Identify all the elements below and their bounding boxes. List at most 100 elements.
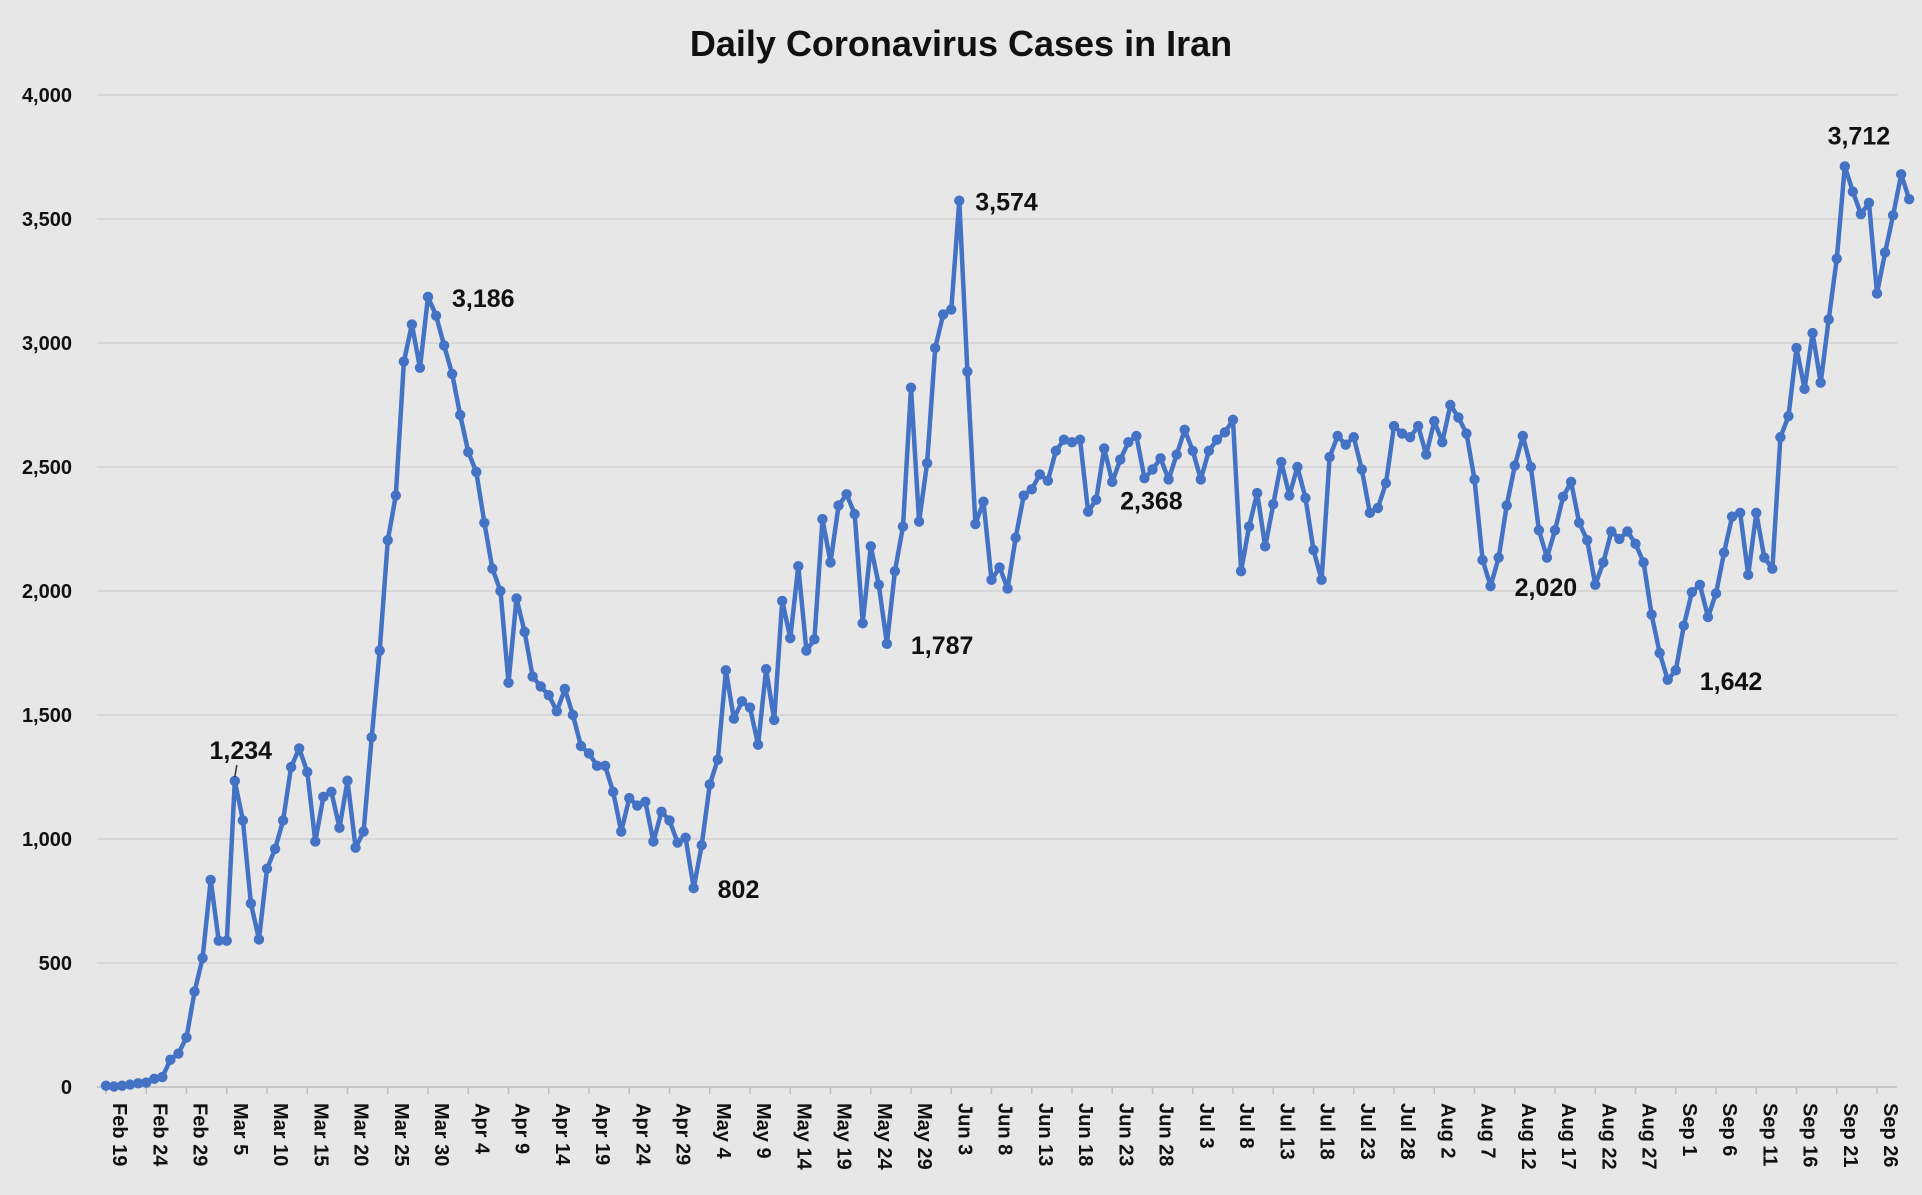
- data-point: [1243, 521, 1255, 532]
- x-tick-label: Jul 3: [1195, 1103, 1217, 1149]
- data-point: [1767, 563, 1778, 574]
- data-point: [527, 671, 538, 682]
- data-point: [1847, 186, 1859, 197]
- y-tick-label: 0: [61, 1077, 72, 1099]
- data-label-leader: [234, 764, 238, 778]
- data-point: [889, 565, 901, 577]
- data-point: [1340, 439, 1351, 450]
- data-point: [1034, 469, 1046, 480]
- data-point: [1541, 552, 1553, 563]
- data-point: [1525, 461, 1537, 473]
- data-point: [455, 409, 466, 421]
- data-point: [1493, 552, 1504, 563]
- data-point: [1018, 490, 1029, 501]
- data-point: [921, 458, 933, 469]
- data-point: [1099, 443, 1110, 454]
- x-tick-label: Apr 19: [591, 1103, 613, 1165]
- data-point: [382, 534, 393, 546]
- data-point: [881, 638, 893, 650]
- data-point: [1131, 430, 1142, 442]
- data-point: [1630, 538, 1641, 550]
- data-point: [736, 696, 748, 707]
- data-point: [1718, 547, 1730, 558]
- data-point: [318, 791, 329, 803]
- data-point: [962, 366, 973, 377]
- x-tick-label: Sep 21: [1839, 1103, 1861, 1167]
- data-point: [1251, 487, 1263, 499]
- data-point: [1485, 580, 1496, 592]
- data-point: [342, 775, 353, 786]
- x-tick-label: Jun 13: [1034, 1103, 1056, 1166]
- data-point: [1050, 445, 1062, 457]
- chart-title: Daily Coronavirus Cases in Iran: [690, 23, 1232, 64]
- data-point: [1614, 533, 1625, 545]
- data-point: [865, 541, 876, 552]
- data-point: [760, 663, 772, 675]
- x-tick-label: Jun 23: [1114, 1103, 1136, 1166]
- x-tick-label: Mar 20: [350, 1103, 372, 1166]
- x-tick-label: Jul 18: [1316, 1103, 1338, 1160]
- x-tick-label: Apr 24: [631, 1103, 653, 1166]
- data-point: [1107, 476, 1118, 488]
- x-tick-label: Jun 3: [953, 1103, 975, 1155]
- data-point: [334, 822, 345, 834]
- data-point: [1501, 500, 1512, 511]
- data-points: [100, 161, 1915, 1092]
- data-point: [1203, 445, 1215, 457]
- data-point: [1115, 454, 1126, 465]
- data-point: [100, 1080, 112, 1091]
- data-point: [446, 368, 458, 380]
- data-point: [656, 806, 667, 817]
- data-point: [1123, 437, 1134, 448]
- data-point: [495, 585, 506, 597]
- data-point: [1421, 449, 1432, 460]
- data-point: [1573, 517, 1585, 528]
- data-point: [1324, 451, 1335, 463]
- x-tick-label: May 4: [712, 1103, 734, 1159]
- data-point: [1477, 554, 1488, 566]
- x-tick-label: Aug 22: [1597, 1103, 1619, 1170]
- data-point: [1823, 314, 1834, 325]
- data-point: [277, 815, 289, 826]
- data-point: [680, 832, 691, 843]
- x-tick-label: Feb 29: [189, 1103, 211, 1166]
- data-point: [616, 826, 627, 837]
- data-point: [978, 496, 989, 507]
- data-point: [189, 986, 200, 997]
- data-label: 2,368: [1120, 488, 1183, 516]
- data-point: [1743, 569, 1754, 581]
- x-tick-label: Feb 24: [148, 1103, 170, 1167]
- data-point: [1155, 453, 1166, 464]
- data-point: [744, 702, 756, 713]
- data-point: [1461, 428, 1472, 439]
- data-label: 802: [718, 876, 760, 904]
- data-point: [253, 934, 265, 945]
- data-point: [1372, 502, 1384, 514]
- data-point: [1074, 434, 1086, 445]
- data-point: [849, 508, 860, 520]
- data-point: [841, 489, 852, 500]
- data-point: [1807, 327, 1818, 339]
- data-label: 1,234: [210, 737, 273, 765]
- x-tick-label: Mar 25: [390, 1103, 412, 1166]
- data-point: [1863, 197, 1875, 209]
- data-point: [551, 706, 562, 717]
- data-point: [141, 1077, 152, 1088]
- data-point: [1042, 475, 1054, 486]
- x-tick-label: May 9: [752, 1103, 774, 1159]
- data-point: [897, 521, 909, 532]
- data-label: 2,020: [1515, 574, 1578, 602]
- data-point: [720, 665, 732, 676]
- data-point: [1775, 432, 1786, 443]
- data-point: [696, 840, 707, 851]
- data-point: [1678, 620, 1690, 631]
- data-point: [607, 786, 619, 798]
- data-point: [640, 796, 651, 807]
- data-point: [1260, 541, 1271, 552]
- data-point: [1356, 464, 1368, 475]
- data-point: [1646, 609, 1657, 620]
- data-point: [358, 826, 369, 837]
- data-point: [1058, 434, 1070, 445]
- data-label: 3,186: [452, 285, 515, 313]
- data-point: [728, 713, 740, 724]
